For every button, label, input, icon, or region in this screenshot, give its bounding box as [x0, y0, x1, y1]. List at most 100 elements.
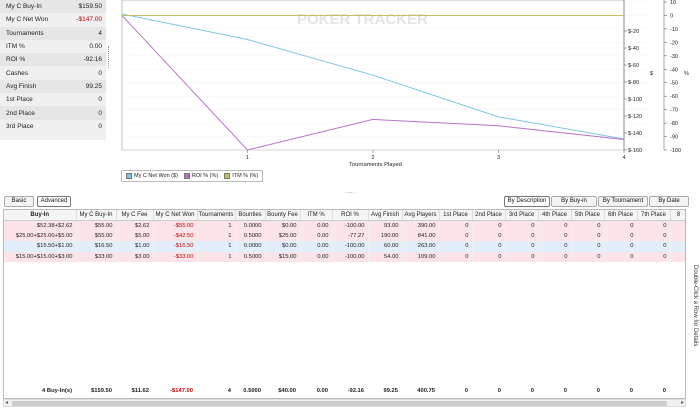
column-header[interactable]: 5th Place — [571, 210, 605, 221]
x-axis-tick-label: 1 — [246, 155, 249, 161]
totals-cell: 0 — [464, 388, 468, 395]
x-axis-label: Tournaments Played — [349, 162, 402, 168]
table-cell: 0 — [505, 230, 539, 241]
column-header[interactable]: My C Fee — [116, 210, 154, 221]
column-header[interactable]: Bounty Fee — [265, 210, 301, 221]
column-header[interactable]: 6th Place — [604, 210, 638, 221]
stats-panel: My C Buy-In $159.50 My C Net Won -$147.00 To… — [0, 0, 106, 140]
column-header[interactable]: Bounties — [235, 210, 266, 221]
table-cell: 0 — [439, 251, 473, 262]
series-line-1 — [121, 15, 625, 151]
totals-cell: $159.50 — [91, 388, 112, 395]
column-header[interactable]: My C Buy-In — [76, 210, 117, 221]
stat-label: My C Net Won — [6, 16, 49, 24]
table-cell: 0 — [472, 230, 506, 241]
column-header[interactable]: 7th Place — [637, 210, 671, 221]
column-header[interactable]: Buy-In — [4, 210, 77, 221]
panel-resize-handle[interactable] — [108, 46, 111, 68]
table-cell: -$42.50 — [153, 230, 198, 241]
right-axis-tick-label: 10 — [670, 0, 676, 6]
table-cell: 263.00 — [402, 241, 440, 252]
column-header[interactable]: 1st Place — [439, 210, 473, 221]
table-cell: 1 — [197, 230, 236, 241]
column-header[interactable]: 4th Place — [538, 210, 572, 221]
table-cell: 1 — [197, 241, 236, 252]
table-row[interactable]: $15.00+$15.00+$3.00 $33.00 $3.00 -$33.00 1 0.… — [4, 251, 685, 262]
stat-value: 0 — [98, 69, 102, 77]
table-cell: 0.00 — [300, 251, 333, 262]
table-cell: $16.50 — [76, 241, 117, 252]
stat-row: 1st Place 0 — [0, 93, 106, 106]
column-header[interactable]: 2nd Place — [472, 210, 506, 221]
scroll-right-icon[interactable]: ▸ — [680, 400, 684, 406]
stat-row: 3rd Place 0 — [0, 120, 106, 133]
table-cell: 0 — [505, 220, 539, 231]
table-cell: 0.00 — [300, 220, 333, 231]
totals-cell: 0.5000 — [243, 388, 261, 395]
totals-cell — [669, 386, 686, 397]
by-date-button[interactable]: By Date — [649, 196, 689, 207]
basic-tab-button[interactable]: Basic — [4, 196, 34, 207]
view-toolbar: Basic Advanced By Description By Buy-in … — [0, 196, 700, 208]
stat-label: ITM % — [6, 43, 25, 51]
scrollbar-thumb[interactable] — [12, 401, 667, 406]
stat-label: ROI % — [6, 56, 26, 64]
table-cell: 0 — [439, 220, 473, 231]
table-row[interactable]: $25.00+$25.00+$5.00 $55.00 $5.00 -$42.50 1 0.… — [4, 230, 685, 241]
stat-value: -92.16 — [83, 56, 102, 64]
left-axis-tick-label: $-60 — [628, 63, 639, 69]
left-axis-tick-label: $-120 — [628, 114, 642, 120]
column-header[interactable]: ITM % — [300, 210, 333, 221]
totals-cell: 0 — [530, 388, 534, 395]
table-cell: -100.00 — [332, 220, 369, 231]
left-axis-tick-label: $-100 — [628, 97, 642, 103]
column-header[interactable]: 3rd Place — [505, 210, 539, 221]
column-header[interactable]: My C Net Won — [153, 210, 198, 221]
column-header[interactable]: Avg Players — [402, 210, 440, 221]
horizontal-scrollbar[interactable]: ◂ ▸ — [3, 399, 686, 407]
stat-row: My C Buy-In $159.50 — [0, 0, 106, 14]
right-axis-tick-label: -90 — [670, 135, 678, 141]
stat-value: $159.50 — [78, 3, 103, 11]
table-cell: 0 — [472, 241, 506, 252]
table-cell: 0 — [472, 251, 506, 262]
legend-label: ITM % (%) — [232, 173, 259, 179]
table-row[interactable]: $15.50+$1.00 $16.50 $1.00 -$16.50 1 0.0000 $0.… — [4, 241, 685, 252]
table-cell: 0 — [604, 241, 638, 252]
column-header[interactable]: ROI % — [332, 210, 369, 221]
legend-item[interactable]: My C Net Won ($) — [126, 173, 178, 179]
table-cell: 0 — [538, 251, 572, 262]
legend-swatch — [224, 173, 231, 179]
totals-cell: 0 — [596, 388, 600, 395]
stat-value: 0 — [98, 96, 102, 104]
results-table: Buy-In My C Buy-In My C Fee My C Net Won Tou… — [3, 209, 686, 399]
scroll-left-icon[interactable]: ◂ — [5, 400, 9, 406]
right-axis-tick-label: -40 — [670, 67, 678, 73]
pane-splitter[interactable]: ..... — [345, 189, 355, 195]
stat-value: 0 — [98, 122, 102, 130]
left-axis-tick-label: $-40 — [628, 46, 639, 52]
by-buyin-button[interactable]: By Buy-in — [551, 196, 597, 207]
column-header[interactable]: Tournaments — [197, 210, 236, 221]
column-header[interactable]: Avg Finish — [368, 210, 403, 221]
right-axis-tick-label: -80 — [670, 121, 678, 127]
table-cell: -100.00 — [332, 241, 369, 252]
table-cell: $52.38+$2.62 — [4, 220, 77, 231]
totals-cell: -92.16 — [347, 388, 364, 395]
by-description-button[interactable]: By Description — [504, 196, 550, 207]
legend-item[interactable]: ROI % (%) — [183, 173, 218, 179]
by-tournament-button[interactable]: By Tournament — [598, 196, 648, 207]
line-chart: POKER TRACKER 10 0 -10 -20 -30 -40 -50 -60 -70 -80… — [112, 0, 700, 190]
totals-cell: 0 — [629, 388, 633, 395]
advanced-tab-button[interactable]: Advanced — [37, 196, 71, 207]
table-cell — [670, 220, 685, 231]
column-header[interactable]: 8 — [670, 210, 685, 221]
table-header-row: Buy-In My C Buy-In My C Fee My C Net Won Tou… — [4, 210, 685, 221]
totals-cell: $40.00 — [278, 388, 296, 395]
legend-item[interactable]: ITM % (%) — [224, 173, 258, 179]
table-cell: 0.0000 — [235, 241, 266, 252]
table-row[interactable]: $52.38+$2.62 $55.00 $2.62 -$55.00 1 0.0000 $0.… — [4, 220, 685, 231]
table-cell: 0 — [538, 241, 572, 252]
stat-value: 0 — [98, 109, 102, 117]
totals-cell: 4 Buy-In(s) — [42, 388, 72, 395]
